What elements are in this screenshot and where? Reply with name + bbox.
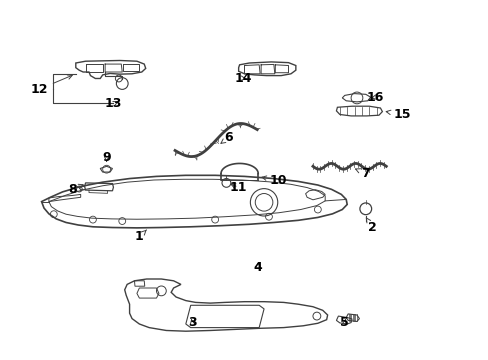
Text: 9: 9 [102, 151, 111, 164]
Text: 6: 6 [221, 131, 233, 144]
Text: 11: 11 [229, 181, 247, 194]
Text: 3: 3 [187, 316, 196, 329]
Text: 15: 15 [386, 108, 410, 121]
Text: 10: 10 [262, 174, 287, 187]
Text: 1: 1 [135, 230, 146, 243]
Text: 7: 7 [355, 167, 369, 180]
Text: 2: 2 [366, 218, 376, 234]
Text: 13: 13 [104, 97, 122, 110]
Text: 5: 5 [340, 316, 348, 329]
Text: 4: 4 [253, 261, 262, 274]
Text: 16: 16 [366, 91, 384, 104]
Text: 14: 14 [234, 72, 252, 85]
Text: 12: 12 [30, 75, 72, 96]
Text: 8: 8 [68, 183, 83, 195]
